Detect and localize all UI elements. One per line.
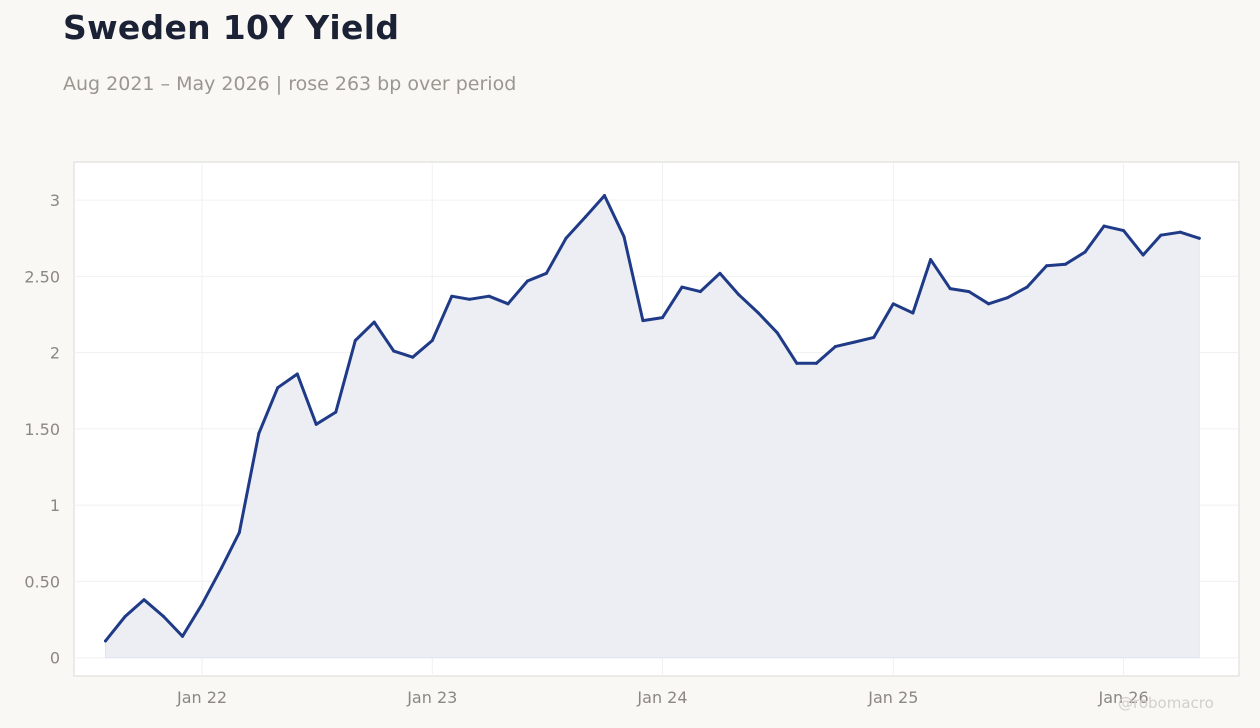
data-point	[1045, 264, 1049, 268]
data-point	[220, 566, 224, 570]
y-tick-label: 3	[50, 191, 60, 210]
data-point	[142, 598, 146, 602]
y-tick-label: 1	[50, 496, 60, 515]
data-point	[795, 361, 799, 365]
chart-title: Sweden 10Y Yield	[63, 8, 400, 47]
data-point	[1083, 250, 1087, 254]
data-point	[257, 431, 261, 435]
data-point	[948, 287, 952, 291]
data-point	[911, 311, 915, 315]
data-point	[929, 258, 933, 262]
data-point	[200, 602, 204, 606]
data-point	[295, 372, 299, 376]
x-tick-label: Jan 25	[867, 688, 918, 707]
yield-line	[104, 194, 1201, 643]
data-point	[123, 615, 127, 619]
data-point	[584, 215, 588, 219]
data-point	[450, 294, 454, 298]
data-point	[872, 335, 876, 339]
data-point	[1178, 230, 1182, 234]
y-tick-label: 0	[50, 649, 60, 668]
data-point	[1102, 224, 1106, 228]
data-point	[853, 340, 857, 344]
data-point	[372, 320, 376, 324]
data-point	[334, 410, 338, 414]
y-axis: 0 0.50 1 1.50 2 2.50 3	[24, 191, 60, 668]
chart-subtitle: Aug 2021 – May 2026 | rose 263 bp over p…	[63, 73, 517, 95]
data-point	[1197, 236, 1201, 240]
x-tick-label: Jan 23	[406, 688, 457, 707]
data-point	[353, 338, 357, 342]
data-point	[622, 235, 626, 239]
data-point	[737, 293, 741, 297]
data-point	[487, 294, 491, 298]
watermark: @robomacro	[1118, 694, 1214, 712]
data-points	[104, 194, 1201, 643]
data-point	[718, 271, 722, 275]
data-point	[1141, 253, 1145, 257]
data-point	[833, 345, 837, 349]
data-point	[314, 422, 318, 426]
data-point	[392, 349, 396, 353]
data-point	[641, 319, 645, 323]
data-point	[430, 338, 434, 342]
data-point	[967, 290, 971, 294]
data-point	[698, 290, 702, 294]
data-point	[276, 386, 280, 390]
data-point	[467, 297, 471, 301]
x-tick-label: Jan 26	[1098, 688, 1149, 707]
data-point	[756, 311, 760, 315]
data-point	[564, 236, 568, 240]
x-axis: Jan 22 Jan 23 Jan 24 Jan 25 Jan 26	[176, 688, 1149, 707]
data-point	[1064, 262, 1068, 266]
y-tick-label: 1.50	[24, 420, 60, 439]
data-point	[814, 361, 818, 365]
data-point	[1122, 229, 1126, 233]
data-point	[237, 531, 241, 535]
data-point	[1006, 296, 1010, 300]
data-point	[1025, 285, 1029, 289]
data-point	[180, 634, 184, 638]
y-tick-label: 2.50	[24, 267, 60, 286]
data-point	[104, 639, 108, 643]
data-point	[162, 615, 166, 619]
data-point	[891, 302, 895, 306]
data-point	[411, 355, 415, 359]
data-point	[660, 316, 664, 320]
x-tick-label: Jan 22	[176, 688, 227, 707]
data-point	[987, 302, 991, 306]
y-tick-label: 2	[50, 344, 60, 363]
data-point	[506, 302, 510, 306]
y-tick-label: 0.50	[24, 572, 60, 591]
data-point	[602, 194, 606, 198]
data-point	[544, 271, 548, 275]
x-tick-label: Jan 24	[636, 688, 687, 707]
data-point	[775, 331, 779, 335]
data-point	[526, 279, 530, 283]
data-point	[1159, 233, 1163, 237]
data-point	[680, 285, 684, 289]
